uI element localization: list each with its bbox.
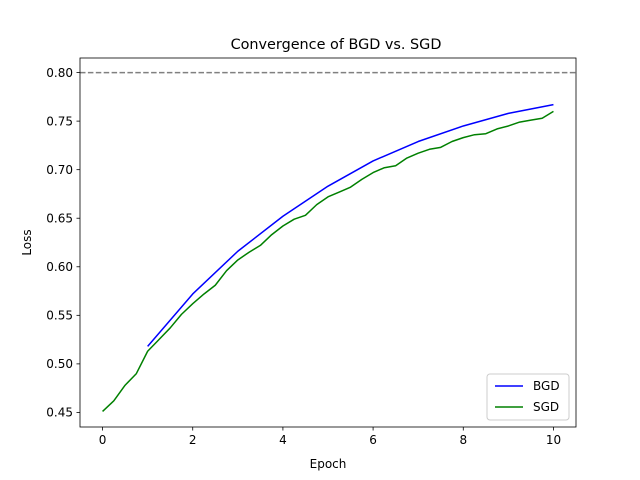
x-tick-label: 10 [546,433,561,447]
y-tick-label: 0.70 [46,163,73,177]
x-tick-label: 4 [279,433,287,447]
y-tick-label: 0.80 [46,66,73,80]
x-tick-label: 0 [99,433,107,447]
x-tick-label: 2 [189,433,197,447]
chart-title: Convergence of BGD vs. SGD [231,37,442,53]
y-tick-label: 0.45 [46,406,73,420]
y-axis: 0.45 0.50 0.55 0.60 0.65 0.70 0.75 0.80 [46,66,80,420]
series-layer [80,71,576,413]
legend-label-bgd: BGD [533,379,560,393]
y-tick-label: 0.65 [46,212,73,226]
series-line-sgd [102,110,554,413]
y-tick-label: 0.75 [46,114,73,128]
x-tick-label: 6 [369,433,377,447]
y-tick-label: 0.60 [46,260,73,274]
x-tick-label: 8 [459,433,467,447]
legend-label-sgd: SGD [533,400,559,414]
plot-frame [79,57,577,428]
y-tick-label: 0.50 [46,357,73,371]
x-axis-label: Epoch [310,457,347,471]
series-line-bgd [147,103,554,347]
x-axis: 0 2 4 6 8 10 [99,427,561,447]
y-tick-label: 0.55 [46,309,73,323]
y-axis-label: Loss [20,229,34,255]
legend: BGD SGD [486,373,570,421]
